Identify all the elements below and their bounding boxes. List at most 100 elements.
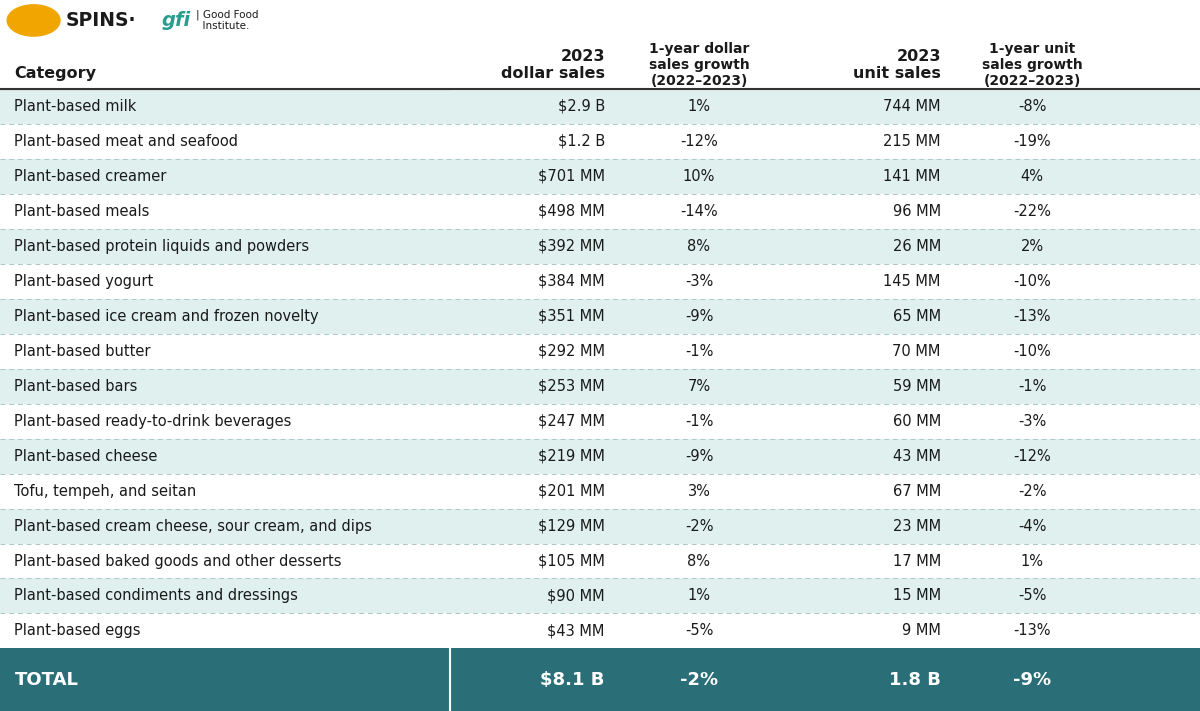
Text: -9%: -9%: [1013, 670, 1051, 689]
Text: 8%: 8%: [688, 553, 710, 569]
Bar: [0, 508, 1200, 543]
Text: 215 MM: 215 MM: [883, 134, 941, 149]
Text: -12%: -12%: [680, 134, 718, 149]
Text: 2023
unit sales: 2023 unit sales: [853, 48, 941, 81]
Text: Plant-based baked goods and other desserts: Plant-based baked goods and other desser…: [14, 553, 342, 569]
Text: 1-year dollar
sales growth
(2022–2023): 1-year dollar sales growth (2022–2023): [649, 42, 749, 88]
Text: 1%: 1%: [688, 589, 710, 604]
Text: Plant-based butter: Plant-based butter: [14, 343, 151, 358]
Text: $701 MM: $701 MM: [538, 169, 605, 184]
Text: 15 MM: 15 MM: [893, 589, 941, 604]
Text: -2%: -2%: [680, 670, 718, 689]
Text: $392 MM: $392 MM: [538, 239, 605, 254]
Text: Plant-based bars: Plant-based bars: [14, 379, 138, 394]
Text: $8.1 B: $8.1 B: [540, 670, 605, 689]
Text: $1.2 B: $1.2 B: [558, 134, 605, 149]
Text: Plant-based cheese: Plant-based cheese: [14, 449, 157, 464]
Text: gfi: gfi: [162, 11, 191, 30]
Bar: [0, 89, 1200, 124]
Text: Plant-based ice cream and frozen novelty: Plant-based ice cream and frozen novelty: [14, 309, 319, 324]
Text: 43 MM: 43 MM: [893, 449, 941, 464]
Text: -14%: -14%: [680, 204, 718, 219]
Text: 9 MM: 9 MM: [902, 624, 941, 638]
Text: 145 MM: 145 MM: [883, 274, 941, 289]
Text: -5%: -5%: [1018, 589, 1046, 604]
Bar: [0, 579, 1200, 614]
Text: $201 MM: $201 MM: [538, 483, 605, 498]
Bar: [0, 404, 1200, 439]
Text: $2.9 B: $2.9 B: [558, 99, 605, 114]
Text: $219 MM: $219 MM: [538, 449, 605, 464]
Text: Plant-based creamer: Plant-based creamer: [14, 169, 167, 184]
Text: 8%: 8%: [688, 239, 710, 254]
Text: Tofu, tempeh, and seitan: Tofu, tempeh, and seitan: [14, 483, 197, 498]
Text: Plant-based condiments and dressings: Plant-based condiments and dressings: [14, 589, 299, 604]
Text: -13%: -13%: [1013, 309, 1051, 324]
Bar: [0, 543, 1200, 579]
Text: 17 MM: 17 MM: [893, 553, 941, 569]
Text: -13%: -13%: [1013, 624, 1051, 638]
Text: Plant-based milk: Plant-based milk: [14, 99, 137, 114]
Bar: [0, 333, 1200, 368]
Text: 1.8 B: 1.8 B: [889, 670, 941, 689]
Bar: [0, 648, 1200, 711]
Text: -1%: -1%: [1018, 379, 1046, 394]
Text: -9%: -9%: [685, 309, 713, 324]
Text: 1%: 1%: [688, 99, 710, 114]
Bar: [0, 0, 1200, 89]
Text: 60 MM: 60 MM: [893, 414, 941, 429]
Text: 4%: 4%: [1020, 169, 1044, 184]
Text: | Good Food
  Institute.: | Good Food Institute.: [196, 9, 258, 31]
Text: -1%: -1%: [685, 414, 713, 429]
Text: 23 MM: 23 MM: [893, 518, 941, 533]
Text: -9%: -9%: [685, 449, 713, 464]
Text: 67 MM: 67 MM: [893, 483, 941, 498]
Text: 96 MM: 96 MM: [893, 204, 941, 219]
Text: -19%: -19%: [1013, 134, 1051, 149]
Text: Plant-based meals: Plant-based meals: [14, 204, 150, 219]
Text: Plant-based protein liquids and powders: Plant-based protein liquids and powders: [14, 239, 310, 254]
Text: -10%: -10%: [1013, 343, 1051, 358]
Bar: [0, 124, 1200, 159]
Text: $384 MM: $384 MM: [538, 274, 605, 289]
Text: 2%: 2%: [1020, 239, 1044, 254]
Text: $129 MM: $129 MM: [538, 518, 605, 533]
Text: $105 MM: $105 MM: [538, 553, 605, 569]
Text: 1%: 1%: [1020, 553, 1044, 569]
Text: -8%: -8%: [1018, 99, 1046, 114]
Text: 59 MM: 59 MM: [893, 379, 941, 394]
Bar: [0, 229, 1200, 264]
Text: 2023
dollar sales: 2023 dollar sales: [500, 48, 605, 81]
Text: 10%: 10%: [683, 169, 715, 184]
Text: -1%: -1%: [685, 343, 713, 358]
Text: Category: Category: [14, 66, 96, 81]
Text: $253 MM: $253 MM: [538, 379, 605, 394]
Text: Plant-based meat and seafood: Plant-based meat and seafood: [14, 134, 239, 149]
Text: -4%: -4%: [1018, 518, 1046, 533]
Text: SPINS·: SPINS·: [66, 11, 137, 30]
Text: -3%: -3%: [685, 274, 713, 289]
Text: -22%: -22%: [1013, 204, 1051, 219]
Text: $351 MM: $351 MM: [538, 309, 605, 324]
Text: TOTAL: TOTAL: [14, 670, 78, 689]
Bar: [0, 299, 1200, 333]
Text: 65 MM: 65 MM: [893, 309, 941, 324]
Circle shape: [7, 5, 60, 36]
Text: 70 MM: 70 MM: [893, 343, 941, 358]
Text: Plant-based eggs: Plant-based eggs: [14, 624, 140, 638]
Text: -2%: -2%: [685, 518, 713, 533]
Text: 26 MM: 26 MM: [893, 239, 941, 254]
Text: $90 MM: $90 MM: [547, 589, 605, 604]
Text: -2%: -2%: [1018, 483, 1046, 498]
Text: $247 MM: $247 MM: [538, 414, 605, 429]
Text: Plant-based cream cheese, sour cream, and dips: Plant-based cream cheese, sour cream, an…: [14, 518, 372, 533]
Text: 7%: 7%: [688, 379, 710, 394]
Text: -12%: -12%: [1013, 449, 1051, 464]
Text: Plant-based yogurt: Plant-based yogurt: [14, 274, 154, 289]
Text: -5%: -5%: [685, 624, 713, 638]
Text: $43 MM: $43 MM: [547, 624, 605, 638]
Text: 141 MM: 141 MM: [883, 169, 941, 184]
Text: Plant-based ready-to-drink beverages: Plant-based ready-to-drink beverages: [14, 414, 292, 429]
Text: 1-year unit
sales growth
(2022–2023): 1-year unit sales growth (2022–2023): [982, 42, 1082, 88]
Text: $292 MM: $292 MM: [538, 343, 605, 358]
